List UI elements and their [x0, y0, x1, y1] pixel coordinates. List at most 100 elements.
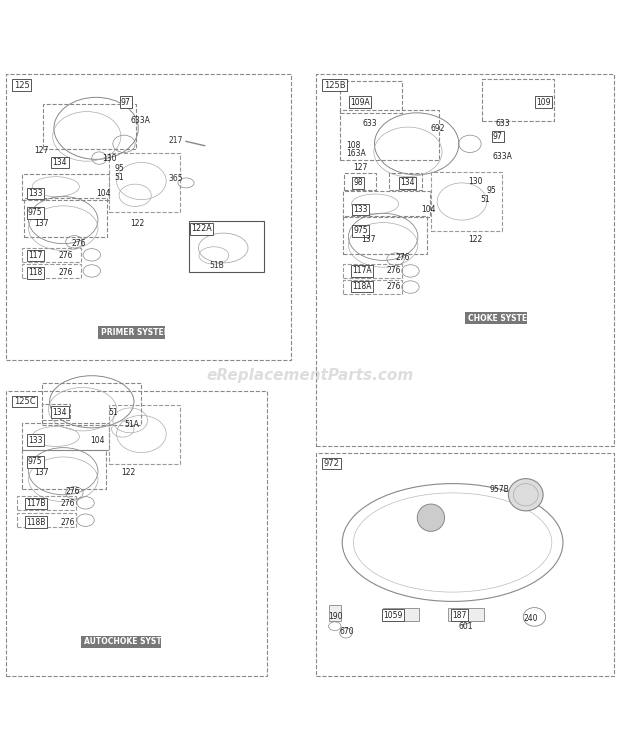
Text: 276: 276	[387, 266, 401, 275]
Text: 670: 670	[340, 626, 355, 635]
Text: 97: 97	[121, 97, 131, 107]
Bar	[482, 79, 554, 121]
Text: 109: 109	[536, 97, 551, 107]
Bar	[344, 173, 376, 190]
Text: 134: 134	[53, 158, 67, 167]
Text: 190: 190	[329, 612, 343, 621]
Text: 137: 137	[34, 468, 48, 477]
Text: 276: 276	[65, 487, 79, 496]
Bar	[6, 391, 267, 676]
Text: 118: 118	[28, 269, 42, 278]
Text: 134: 134	[53, 408, 67, 417]
Text: CHOKE SYSTEM: CHOKE SYSTEM	[468, 313, 535, 323]
Text: 98: 98	[353, 179, 363, 187]
Bar	[383, 608, 419, 621]
Text: 217: 217	[169, 135, 183, 144]
Text: AUTOCHOKE SYSTEM: AUTOCHOKE SYSTEM	[84, 637, 174, 647]
Text: 134: 134	[400, 179, 414, 187]
Bar	[81, 635, 161, 648]
Text: 51: 51	[115, 173, 125, 182]
Bar	[24, 199, 107, 237]
Text: 240: 240	[524, 615, 538, 623]
Text: 122: 122	[121, 468, 135, 477]
Bar	[42, 404, 70, 420]
Text: 51B: 51B	[210, 261, 224, 270]
Bar	[108, 405, 180, 464]
Bar	[22, 264, 81, 278]
Text: 130: 130	[468, 176, 482, 185]
Text: 957B: 957B	[490, 485, 510, 494]
Text: 633: 633	[496, 120, 511, 129]
Text: 125B: 125B	[324, 80, 345, 89]
Text: 633: 633	[363, 120, 378, 129]
Text: 276: 276	[61, 518, 75, 527]
Text: 122: 122	[468, 235, 482, 245]
Bar	[22, 450, 106, 489]
Text: 633A: 633A	[493, 152, 513, 161]
Text: 97: 97	[493, 132, 503, 141]
Bar	[98, 326, 165, 339]
Text: 633A: 633A	[130, 116, 150, 126]
Bar	[389, 173, 422, 190]
Bar	[431, 172, 502, 231]
Bar	[22, 248, 81, 262]
Text: 109A: 109A	[350, 97, 370, 107]
Bar	[343, 191, 430, 217]
Bar	[465, 312, 527, 324]
Bar	[22, 173, 109, 199]
Text: 276: 276	[396, 253, 410, 262]
Text: 127: 127	[353, 163, 368, 172]
Text: 163A: 163A	[346, 150, 366, 158]
Text: 137: 137	[34, 219, 48, 228]
Bar	[17, 513, 76, 527]
Text: 276: 276	[61, 499, 75, 508]
Text: 276: 276	[71, 239, 86, 248]
Bar	[448, 608, 484, 621]
Text: 130: 130	[102, 153, 117, 163]
Text: 95: 95	[115, 164, 125, 173]
Text: 187: 187	[453, 611, 467, 620]
Text: 127: 127	[34, 146, 48, 155]
Text: 133: 133	[28, 189, 42, 198]
Bar	[343, 264, 402, 278]
Bar	[316, 452, 614, 676]
Bar	[340, 80, 402, 113]
Text: 118A: 118A	[352, 282, 371, 291]
Bar	[22, 423, 109, 449]
Text: 104: 104	[422, 205, 436, 214]
Bar	[316, 74, 614, 446]
Text: 117A: 117A	[352, 266, 372, 275]
Text: 51A: 51A	[124, 420, 139, 429]
Text: 276: 276	[59, 251, 73, 260]
Text: 133: 133	[28, 436, 42, 445]
Bar	[17, 496, 76, 510]
Text: 104: 104	[90, 436, 104, 445]
Text: eReplacementParts.com: eReplacementParts.com	[206, 368, 414, 382]
Ellipse shape	[417, 504, 445, 531]
Bar	[43, 104, 136, 149]
Text: 117: 117	[28, 251, 42, 260]
Text: 1059: 1059	[383, 611, 402, 620]
Text: PRIMER SYSTEM: PRIMER SYSTEM	[101, 328, 172, 337]
Text: 975: 975	[28, 208, 43, 217]
Bar	[42, 382, 141, 425]
Text: 692: 692	[431, 124, 445, 133]
Ellipse shape	[508, 478, 543, 511]
Text: 118B: 118B	[26, 518, 45, 527]
Text: 122: 122	[130, 219, 144, 228]
Bar	[343, 216, 427, 254]
Bar	[108, 153, 180, 212]
Bar	[343, 280, 402, 294]
Text: 133: 133	[353, 205, 368, 214]
Text: 122A: 122A	[191, 225, 211, 234]
Text: 104: 104	[96, 189, 110, 198]
Text: 365: 365	[169, 174, 184, 183]
Text: 51: 51	[108, 408, 118, 417]
Text: 975: 975	[28, 458, 43, 466]
Bar	[189, 221, 264, 272]
Text: 601: 601	[459, 622, 473, 631]
Bar	[329, 605, 341, 621]
Bar	[6, 74, 291, 359]
Text: 276: 276	[59, 269, 73, 278]
Text: 125C: 125C	[14, 397, 35, 405]
